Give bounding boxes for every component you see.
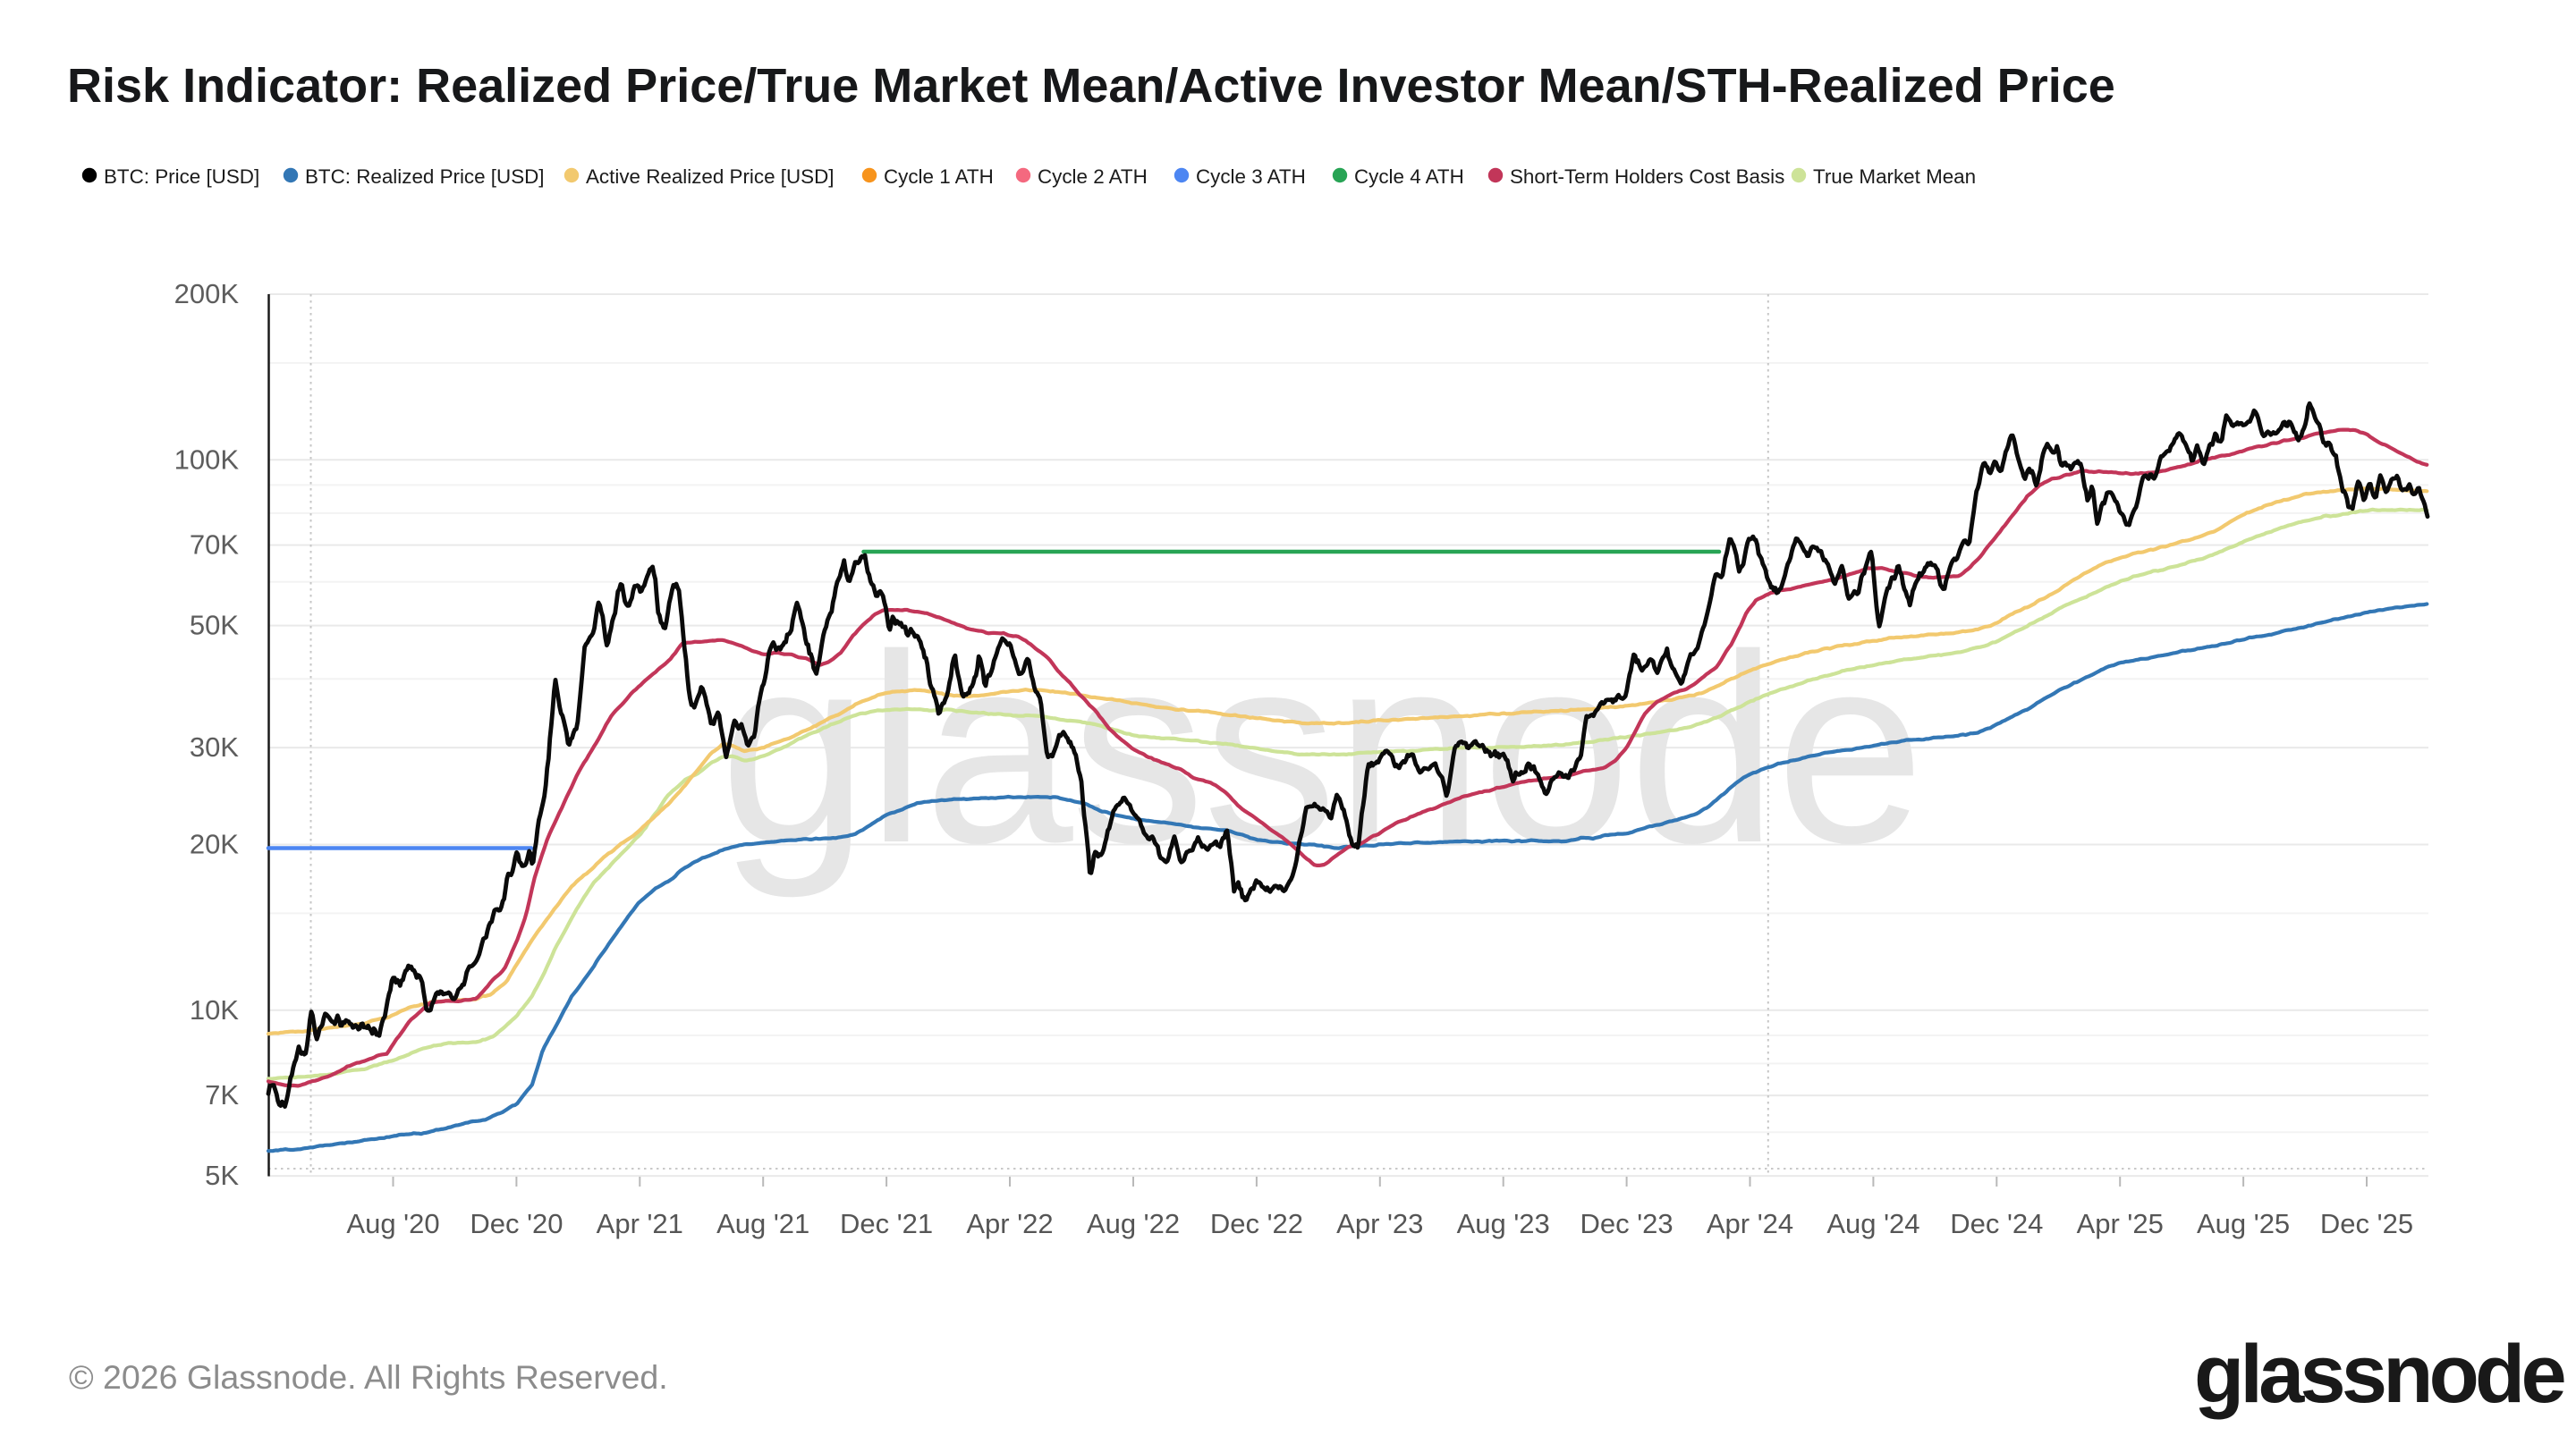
svg-text:Aug '23: Aug '23 (1457, 1208, 1550, 1239)
svg-text:30K: 30K (190, 731, 239, 763)
svg-text:© 2026 Glassnode. All Rights R: © 2026 Glassnode. All Rights Reserved. (69, 1358, 668, 1396)
svg-text:Aug '25: Aug '25 (2197, 1208, 2290, 1239)
svg-text:Dec '22: Dec '22 (1210, 1208, 1303, 1239)
svg-text:Aug '20: Aug '20 (346, 1208, 439, 1239)
svg-text:glassnode: glassnode (719, 598, 1922, 900)
svg-text:20K: 20K (190, 829, 239, 860)
svg-text:Aug '24: Aug '24 (1826, 1208, 1919, 1239)
svg-text:Apr '22: Apr '22 (966, 1208, 1053, 1239)
svg-text:Cycle 1 ATH: Cycle 1 ATH (884, 165, 994, 188)
svg-text:Apr '23: Apr '23 (1336, 1208, 1423, 1239)
svg-text:Cycle 2 ATH: Cycle 2 ATH (1038, 165, 1148, 188)
svg-text:200K: 200K (174, 278, 240, 309)
svg-text:Dec '20: Dec '20 (470, 1208, 563, 1239)
svg-text:10K: 10K (190, 994, 239, 1026)
svg-text:Short-Term Holders Cost Basis: Short-Term Holders Cost Basis (1510, 165, 1784, 188)
svg-text:Cycle 4 ATH: Cycle 4 ATH (1354, 165, 1464, 188)
svg-text:Dec '24: Dec '24 (1950, 1208, 2043, 1239)
svg-text:7K: 7K (205, 1079, 239, 1111)
svg-text:True Market Mean: True Market Mean (1813, 165, 1976, 188)
svg-text:Dec '21: Dec '21 (840, 1208, 933, 1239)
svg-text:100K: 100K (174, 444, 240, 475)
svg-text:Dec '25: Dec '25 (2320, 1208, 2413, 1239)
svg-text:Apr '24: Apr '24 (1707, 1208, 1793, 1239)
svg-text:5K: 5K (205, 1160, 239, 1191)
svg-text:Cycle 3 ATH: Cycle 3 ATH (1196, 165, 1306, 188)
svg-text:Aug '22: Aug '22 (1087, 1208, 1180, 1239)
svg-text:Active Realized Price [USD]: Active Realized Price [USD] (586, 165, 835, 188)
svg-text:Dec '23: Dec '23 (1580, 1208, 1674, 1239)
svg-text:Risk Indicator: Realized Price: Risk Indicator: Realized Price/True Mark… (67, 59, 2115, 113)
svg-text:BTC: Realized Price [USD]: BTC: Realized Price [USD] (305, 165, 545, 188)
svg-text:Aug '21: Aug '21 (716, 1208, 809, 1239)
svg-text:BTC: Price [USD]: BTC: Price [USD] (104, 165, 259, 188)
svg-text:50K: 50K (190, 610, 239, 641)
svg-text:Apr '25: Apr '25 (2077, 1208, 2164, 1239)
svg-text:70K: 70K (190, 529, 239, 561)
svg-text:Apr '21: Apr '21 (597, 1208, 683, 1239)
svg-text:glassnode: glassnode (2194, 1329, 2564, 1420)
